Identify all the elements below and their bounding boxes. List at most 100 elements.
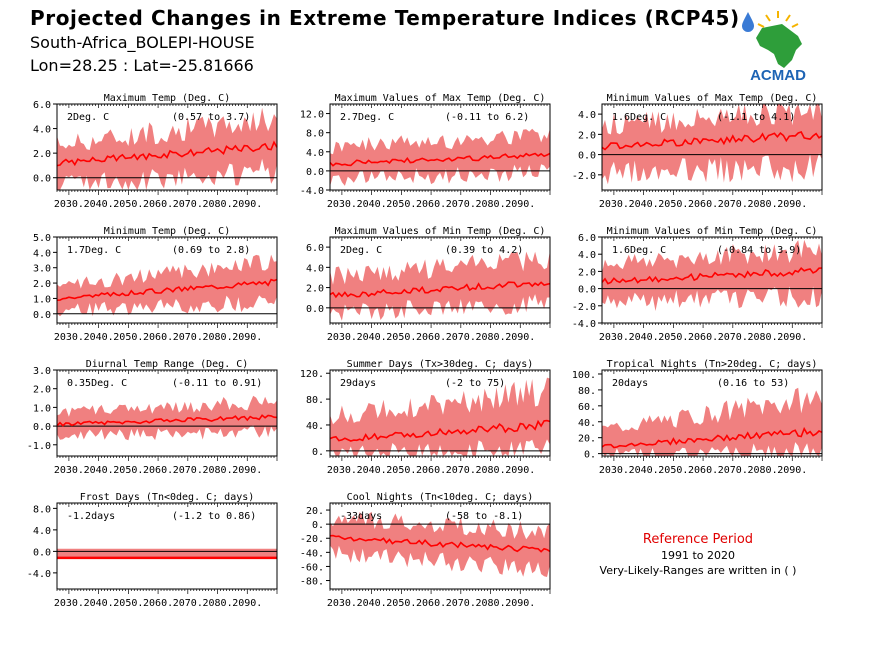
x-tick-label: 2030. (599, 465, 629, 476)
ensemble-median-line (601, 426, 823, 449)
y-tick-label: 6.0 (578, 233, 596, 244)
panel-7: -1.0 0.0 1.0 2.0 3.0 2030. 2040. 2050. 2060. 2070… (27, 359, 278, 476)
y-tick-label: 4.0 (33, 248, 51, 259)
y-tick-label: 8.0 (33, 504, 51, 515)
y-tick-label: 1.0 (33, 403, 51, 414)
panel-8: 0. 40. 80. 120. 2030. 2040. 2050. 2060. 2070. 208… (300, 359, 551, 476)
panel-median-value: 1.6Deg. C (612, 112, 666, 123)
y-tick-label: -2.0 (572, 171, 596, 182)
y-tick-label: 0.0 (33, 422, 51, 433)
panel-median-value: 2.7Deg. C (340, 112, 394, 123)
y-tick-label: -1.0 (27, 441, 51, 452)
x-tick-label: 2090. (232, 598, 262, 609)
likely-range-band (330, 377, 550, 456)
x-tick-label: 2080. (747, 465, 777, 476)
x-tick-label: 2090. (777, 465, 807, 476)
y-tick-label: 20. (578, 434, 596, 445)
x-tick-label: 2070. (446, 598, 476, 609)
x-tick-label: 2090. (505, 465, 535, 476)
panel-median-value: 29days (340, 378, 376, 389)
y-tick-label: -60. (300, 562, 324, 573)
panel-median-value: 2Deg. C (67, 112, 109, 123)
x-tick-label: 2040. (84, 465, 114, 476)
x-tick-label: 2090. (232, 199, 262, 210)
panel-5: 0.0 2.0 4.0 6.0 2030. 2040. 2050. 2060. 2070. 208… (306, 226, 551, 343)
y-tick-label: 2.0 (578, 267, 596, 278)
x-tick-label: 2060. (688, 199, 718, 210)
x-tick-label: 2080. (475, 465, 505, 476)
y-tick-label: 0.0 (578, 285, 596, 296)
panel-title: Maximum Temp (Deg. C) (104, 93, 230, 104)
panel-range: (-1.2 to 0.86) (172, 511, 256, 522)
ensemble-median-line (329, 419, 551, 442)
y-tick-label: 40. (578, 418, 596, 429)
panel-title: Maximum Values of Min Temp (Deg. C) (335, 226, 546, 237)
panel-median-value: -33days (340, 511, 382, 522)
likely-range-band (57, 548, 277, 558)
y-tick-label: 4.0 (578, 250, 596, 261)
panel-title: Minimum Temp (Deg. C) (104, 226, 230, 237)
y-tick-label: 2.0 (578, 130, 596, 141)
x-tick-label: 2050. (113, 598, 143, 609)
panel-title: Frost Days (Tn<0deg. C; days) (80, 492, 255, 503)
y-tick-label: 5.0 (33, 233, 51, 244)
panel-range: (-58 to -8.1) (445, 511, 523, 522)
y-tick-label: -80. (300, 577, 324, 588)
panel-title: Tropical Nights (Tn>20deg. C; days) (607, 359, 818, 370)
x-tick-label: 2040. (84, 598, 114, 609)
panel-1: 0.0 2.0 4.0 6.0 2030. 2040. 2050. 2060. 2070. 208… (33, 93, 278, 210)
x-tick-label: 2040. (629, 332, 659, 343)
likely-range-band (57, 254, 277, 317)
x-tick-label: 2030. (327, 598, 357, 609)
ensemble-median-line (56, 278, 278, 301)
x-tick-label: 2090. (505, 199, 535, 210)
x-tick-label: 2050. (658, 199, 688, 210)
x-tick-label: 2070. (173, 332, 203, 343)
x-tick-label: 2070. (173, 598, 203, 609)
y-tick-label: 1.0 (33, 294, 51, 305)
y-tick-label: -2.0 (572, 302, 596, 313)
x-tick-label: 2050. (113, 199, 143, 210)
y-tick-label: 120. (300, 369, 324, 380)
y-tick-label: 6.0 (306, 243, 324, 254)
x-tick-label: 2060. (688, 332, 718, 343)
x-tick-label: 2090. (777, 199, 807, 210)
x-tick-label: 2090. (505, 332, 535, 343)
x-tick-label: 2040. (357, 332, 387, 343)
x-tick-label: 2030. (54, 199, 84, 210)
y-tick-label: 20. (306, 506, 324, 517)
likely-range-band (602, 104, 822, 185)
panel-range: (-2 to 75) (445, 378, 505, 389)
x-tick-label: 2080. (475, 199, 505, 210)
likely-range-band (330, 250, 550, 321)
panel-title: Maximum Values of Max Temp (Deg. C) (335, 93, 546, 104)
y-tick-label: -40. (300, 548, 324, 559)
x-tick-label: 2050. (386, 199, 416, 210)
x-tick-label: 2080. (475, 332, 505, 343)
x-tick-label: 2050. (386, 332, 416, 343)
x-tick-label: 2080. (747, 199, 777, 210)
ensemble-median-line (56, 140, 278, 167)
page-title: Projected Changes in Extreme Temperature… (30, 6, 740, 30)
y-tick-label: 0. (584, 450, 596, 461)
panel-range: (0.16 to 53) (717, 378, 789, 389)
sun-rays (757, 11, 799, 28)
x-tick-label: 2040. (629, 199, 659, 210)
x-tick-label: 2070. (718, 465, 748, 476)
y-tick-label: -20. (300, 534, 324, 545)
panel-title: Summer Days (Tx>30deg. C; days) (347, 359, 534, 370)
x-tick-label: 2030. (599, 199, 629, 210)
y-tick-label: 0.0 (33, 310, 51, 321)
x-tick-label: 2060. (416, 332, 446, 343)
panel-6: -4.0 -2.0 0.0 2.0 4.0 6.0 2030. 2040. 2050. 2060.… (572, 226, 823, 343)
likely-range-band (330, 128, 550, 187)
x-tick-label: 2090. (232, 465, 262, 476)
panel-title: Diurnal Temp Range (Deg. C) (86, 359, 249, 370)
x-tick-label: 2080. (202, 199, 232, 210)
x-tick-label: 2040. (357, 465, 387, 476)
location-coords: Lon=28.25 : Lat=-25.81666 (30, 56, 254, 75)
y-tick-label: 0.0 (306, 167, 324, 178)
y-tick-label: 2.0 (33, 279, 51, 290)
panel-median-value: 2Deg. C (340, 245, 382, 256)
